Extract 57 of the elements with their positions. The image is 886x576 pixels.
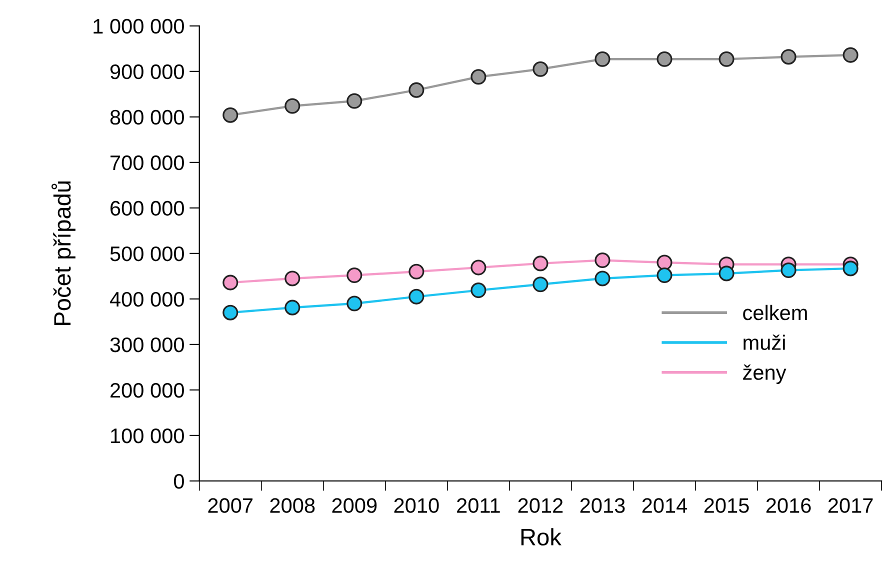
x-tick-label: 2007	[208, 498, 252, 513]
point	[780, 262, 796, 278]
legend-label: ženy	[743, 364, 786, 384]
point	[718, 51, 734, 67]
point	[594, 51, 610, 67]
point	[842, 47, 858, 63]
point	[780, 49, 796, 65]
point	[346, 296, 362, 312]
y-tick-label: 100 000	[111, 428, 184, 444]
point	[284, 98, 300, 114]
point	[656, 268, 672, 284]
legend-label: celkem	[743, 304, 807, 320]
y-tick-label: 800 000	[110, 110, 184, 125]
point	[532, 276, 548, 292]
point	[532, 61, 548, 77]
y-tick-label: 900 000	[110, 64, 184, 80]
x-tick-label: 2015	[704, 498, 749, 513]
y-axis-title: Počet případů	[51, 181, 76, 326]
point	[470, 260, 486, 276]
x-tick-label: 2011	[457, 498, 500, 513]
x-tick-label: 2013	[580, 498, 625, 513]
y-tick-label: 1 000 000	[94, 18, 184, 34]
point	[222, 304, 238, 320]
point	[346, 268, 362, 284]
point	[594, 270, 610, 286]
x-tick-label: 2017	[828, 498, 873, 513]
x-tick-label: 2012	[518, 498, 563, 513]
point	[284, 270, 300, 286]
x-tick-label: 2009	[332, 498, 377, 513]
point	[842, 260, 858, 276]
y-tick-label: 600 000	[110, 200, 184, 216]
point	[408, 82, 424, 98]
point	[408, 288, 424, 304]
y-tick-label: 400 000	[110, 292, 184, 307]
point	[594, 252, 610, 268]
x-tick-label: 2008	[270, 498, 315, 513]
y-tick-label: 0	[174, 474, 184, 489]
point	[656, 51, 672, 67]
point	[408, 264, 424, 280]
legend-label: muži	[744, 334, 785, 350]
point	[470, 282, 486, 298]
y-tick-label: 200 000	[110, 382, 184, 398]
x-tick-label: 2016	[766, 498, 811, 513]
x-axis-title: Rok	[521, 528, 562, 546]
point	[346, 93, 362, 109]
point	[222, 107, 238, 123]
y-tick-label: 300 000	[110, 337, 184, 352]
x-tick-label: 2010	[394, 498, 439, 513]
x-tick-label: 2014	[642, 498, 688, 513]
point	[470, 69, 486, 85]
point	[222, 274, 238, 290]
point	[284, 300, 300, 316]
point	[532, 256, 548, 272]
y-tick-label: 500 000	[110, 246, 184, 262]
point	[656, 254, 672, 270]
point	[718, 266, 734, 282]
y-tick-label: 700 000	[110, 155, 184, 170]
